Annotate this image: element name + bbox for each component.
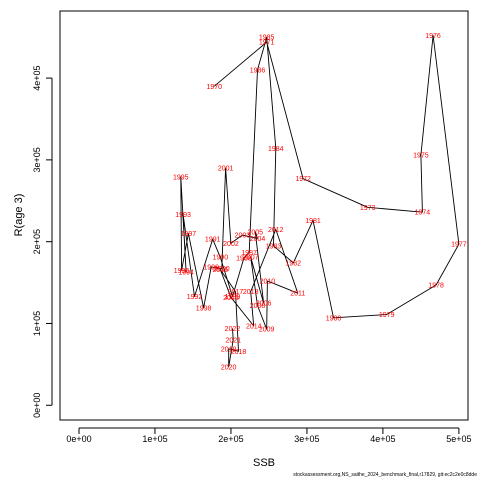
year-label-2015: 2015 xyxy=(223,295,239,302)
year-label-1976: 1976 xyxy=(425,33,441,40)
y-axis: 0e+00 1e+05 2e+05 3e+05 4e+05 xyxy=(32,65,53,418)
x-tick-label: 2e+05 xyxy=(218,434,243,444)
year-label-2006: 2006 xyxy=(256,301,272,308)
year-label-2002: 2002 xyxy=(223,241,239,248)
year-label-2012: 2012 xyxy=(268,227,284,234)
plot-frame xyxy=(59,10,469,421)
year-label-1984: 1984 xyxy=(268,146,284,153)
year-label-2022: 2022 xyxy=(225,326,241,333)
year-label-2011: 2011 xyxy=(290,291,305,298)
x-axis-title: SSB xyxy=(253,457,275,469)
y-tick-label: 2e+05 xyxy=(32,229,42,254)
year-label-1975: 1975 xyxy=(413,152,429,159)
year-label-2003: 2003 xyxy=(235,233,251,240)
year-label-2020: 2020 xyxy=(221,364,237,371)
x-tick-label: 5e+05 xyxy=(446,434,471,444)
year-label-1973: 1973 xyxy=(360,205,376,212)
year-label-2017: 2017 xyxy=(228,289,244,296)
year-label-2014: 2014 xyxy=(246,323,262,330)
year-label-1998: 1998 xyxy=(196,305,212,312)
y-tick-label: 1e+05 xyxy=(32,311,42,336)
year-label-1977: 1977 xyxy=(451,242,467,249)
year-label-2021: 2021 xyxy=(225,337,241,344)
year-label-2000: 2000 xyxy=(214,266,230,273)
year-label-2013: 2013 xyxy=(243,289,259,296)
year-label-1986: 1986 xyxy=(250,67,266,74)
year-label-1970: 1970 xyxy=(206,84,222,91)
x-tick-label: 1e+05 xyxy=(142,434,167,444)
year-label-1993: 1993 xyxy=(175,212,191,219)
year-label-2008: 2008 xyxy=(250,303,266,310)
year-label-2004: 2004 xyxy=(250,236,266,243)
year-label-1987: 1987 xyxy=(241,250,257,257)
year-label-2019: 2019 xyxy=(221,346,237,353)
year-label-1979: 1979 xyxy=(379,312,395,319)
year-label-1980: 1980 xyxy=(326,315,342,322)
year-label-1995: 1995 xyxy=(173,175,189,182)
year-label-1999: 1999 xyxy=(203,265,219,272)
year-label-1971: 1971 xyxy=(259,40,275,47)
footer-caption: stockassessment.org,NS_saithe_2024_bench… xyxy=(293,472,477,478)
year-label-1996: 1996 xyxy=(174,268,190,275)
year-label-1972: 1972 xyxy=(295,176,311,183)
y-tick-label: 0e+00 xyxy=(32,393,42,418)
year-label-1988: 1988 xyxy=(236,256,252,263)
year-label-1985: 1985 xyxy=(259,35,275,42)
year-label-1974: 1974 xyxy=(415,210,431,217)
y-tick-label: 3e+05 xyxy=(32,147,42,172)
x-tick-label: 4e+05 xyxy=(370,434,395,444)
year-label-1990: 1990 xyxy=(213,255,229,262)
year-label-1992: 1992 xyxy=(187,294,203,301)
recruitment-trajectory-line xyxy=(180,35,460,368)
x-tick-label: 0e+00 xyxy=(66,434,91,444)
year-label-2009: 2009 xyxy=(259,327,275,334)
y-tick-label: 4e+05 xyxy=(32,65,42,90)
x-axis: 0e+00 1e+05 2e+05 3e+05 4e+05 5e+05 xyxy=(66,427,472,444)
year-labels: 1970 1971 1972 1973 1974 1975 1976 1977 1978 1979… xyxy=(173,33,467,371)
year-label-1983: 1983 xyxy=(266,243,282,250)
year-label-2001: 2001 xyxy=(218,166,234,173)
year-label-1981: 1981 xyxy=(305,218,321,225)
year-label-1997: 1997 xyxy=(181,231,197,238)
year-label-1978: 1978 xyxy=(428,283,444,290)
year-label-2005: 2005 xyxy=(247,229,263,236)
year-label-2010: 2010 xyxy=(260,278,276,285)
year-label-1989: 1989 xyxy=(225,294,241,301)
year-label-2016: 2016 xyxy=(213,267,229,274)
year-label-1994: 1994 xyxy=(178,269,194,276)
y-axis-title: R(age 3) xyxy=(13,194,25,237)
year-label-1982: 1982 xyxy=(285,260,301,267)
year-label-2007: 2007 xyxy=(243,255,259,262)
year-label-1991: 1991 xyxy=(205,237,221,244)
x-tick-label: 3e+05 xyxy=(294,434,319,444)
year-label-2018: 2018 xyxy=(231,349,247,356)
